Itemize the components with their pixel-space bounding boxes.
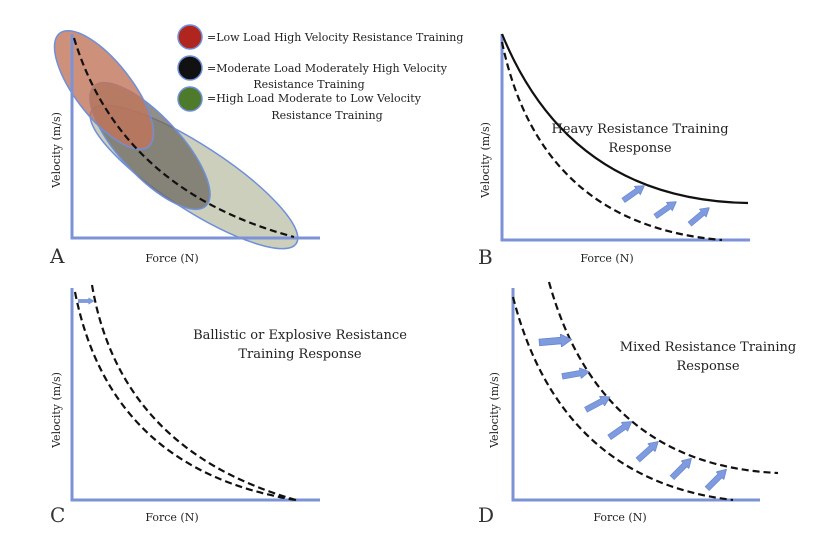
legend-swatch-moderate <box>177 55 203 81</box>
shift-arrow <box>668 454 696 482</box>
legend-label-moderate: =Moderate Load Moderately High Velocity <box>207 62 448 75</box>
legend-label-low: =Low Load High Velocity Resistance Train… <box>207 31 463 44</box>
shift-arrow <box>703 465 731 493</box>
shift-arrow <box>620 181 648 206</box>
x-axis-label-c: Force (N) <box>145 511 198 524</box>
shift-arrow <box>78 297 94 305</box>
legend-label-high: =High Load Moderate to Low Velocity <box>207 92 422 105</box>
panel-title-b-2: Response <box>608 141 671 156</box>
x-axis-label-b: Force (N) <box>580 252 633 265</box>
panel-title-d: Mixed Resistance Training <box>620 340 796 355</box>
legend-label-high-2: Resistance Training <box>271 109 382 122</box>
panel-c: Ballistic or Explosive Resistance Traini… <box>50 284 407 527</box>
baseline-curve <box>500 41 723 242</box>
post-training-curve <box>547 281 779 475</box>
panel-title-d-2: Response <box>676 359 739 374</box>
shift-arrow <box>583 391 613 415</box>
ellipse-low-load <box>53 29 155 151</box>
baseline-curve <box>73 291 297 502</box>
baseline-curve <box>511 296 734 502</box>
panel-letter-c: C <box>50 503 65 527</box>
panel-d: Mixed Resistance Training Response D For… <box>478 281 796 527</box>
y-axis-label-b: Velocity (m/s) <box>479 122 492 199</box>
panel-letter-b: B <box>478 245 493 269</box>
post-training-curve <box>90 284 297 502</box>
shift-arrow <box>652 197 680 222</box>
y-axis <box>70 288 320 502</box>
panel-letter-a: A <box>49 244 65 268</box>
x-axis-label-d: Force (N) <box>593 511 646 524</box>
shift-arrow <box>686 203 713 229</box>
force-velocity-curve <box>72 37 295 239</box>
y-axis <box>500 34 750 242</box>
panel-title-c-2: Training Response <box>238 347 361 362</box>
y-axis-label-d: Velocity (m/s) <box>488 372 501 449</box>
shift-arrow <box>606 416 636 443</box>
y-axis <box>511 288 760 502</box>
panel-title-c: Ballistic or Explosive Resistance <box>193 328 407 343</box>
legend-label-moderate-2: Resistance Training <box>253 78 364 91</box>
legend-swatch-low <box>177 24 203 50</box>
x-axis-label-a: Force (N) <box>145 252 198 265</box>
y-axis-label-a: Velocity (m/s) <box>50 112 63 189</box>
legend-swatch-high <box>177 86 203 112</box>
panel-letter-d: D <box>478 503 494 527</box>
shift-arrow <box>634 437 663 465</box>
panel-a: =Low Load High Velocity Resistance Train… <box>49 24 463 268</box>
post-training-curve <box>500 33 749 205</box>
panel-b: Heavy Resistance Training Response B For… <box>478 33 750 269</box>
panel-title-b: Heavy Resistance Training <box>551 122 728 137</box>
y-axis <box>70 34 320 240</box>
y-axis-label-c: Velocity (m/s) <box>50 372 63 449</box>
